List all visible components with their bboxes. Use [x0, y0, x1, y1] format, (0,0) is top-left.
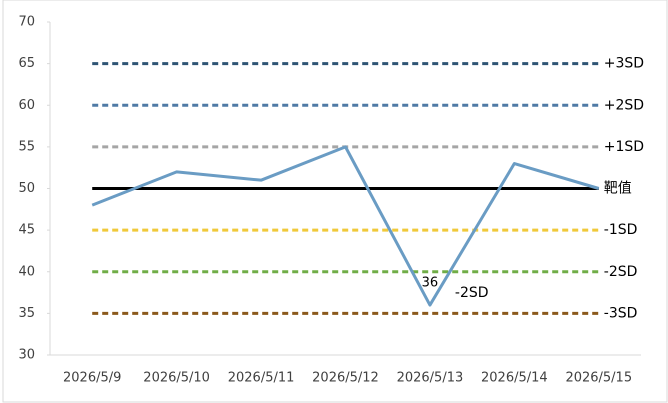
y-tick-label: 30 [18, 348, 35, 363]
annotation: 36 [422, 276, 439, 291]
reference-label: -2SD [604, 264, 638, 280]
x-tick-label: 2026/5/12 [312, 371, 379, 386]
y-tick-label: 65 [18, 56, 35, 71]
reference-label: 靶值 [604, 181, 632, 197]
y-tick-label: 60 [18, 98, 35, 113]
x-tick-label: 2026/5/9 [63, 371, 121, 386]
annotation: -2SD [455, 285, 489, 301]
y-tick-label: 40 [18, 264, 35, 279]
y-tick-label: 70 [18, 15, 35, 30]
x-tick-label: 2026/5/10 [143, 371, 210, 386]
y-tick-label: 45 [18, 223, 35, 238]
reference-label: +3SD [604, 56, 644, 72]
data-line [91, 145, 600, 307]
x-tick-label: 2026/5/14 [481, 371, 548, 386]
x-tick-label: 2026/5/15 [565, 371, 632, 386]
x-tick-label: 2026/5/13 [397, 371, 464, 386]
x-tick-label: 2026/5/11 [228, 371, 295, 386]
y-tick-label: 55 [18, 139, 35, 154]
reference-label: +1SD [604, 139, 644, 155]
y-tick-label: 50 [18, 181, 35, 196]
reference-label: +2SD [604, 97, 644, 113]
reference-label: -3SD [604, 305, 638, 321]
reference-label: -1SD [604, 222, 638, 238]
y-tick-label: 35 [18, 306, 35, 321]
